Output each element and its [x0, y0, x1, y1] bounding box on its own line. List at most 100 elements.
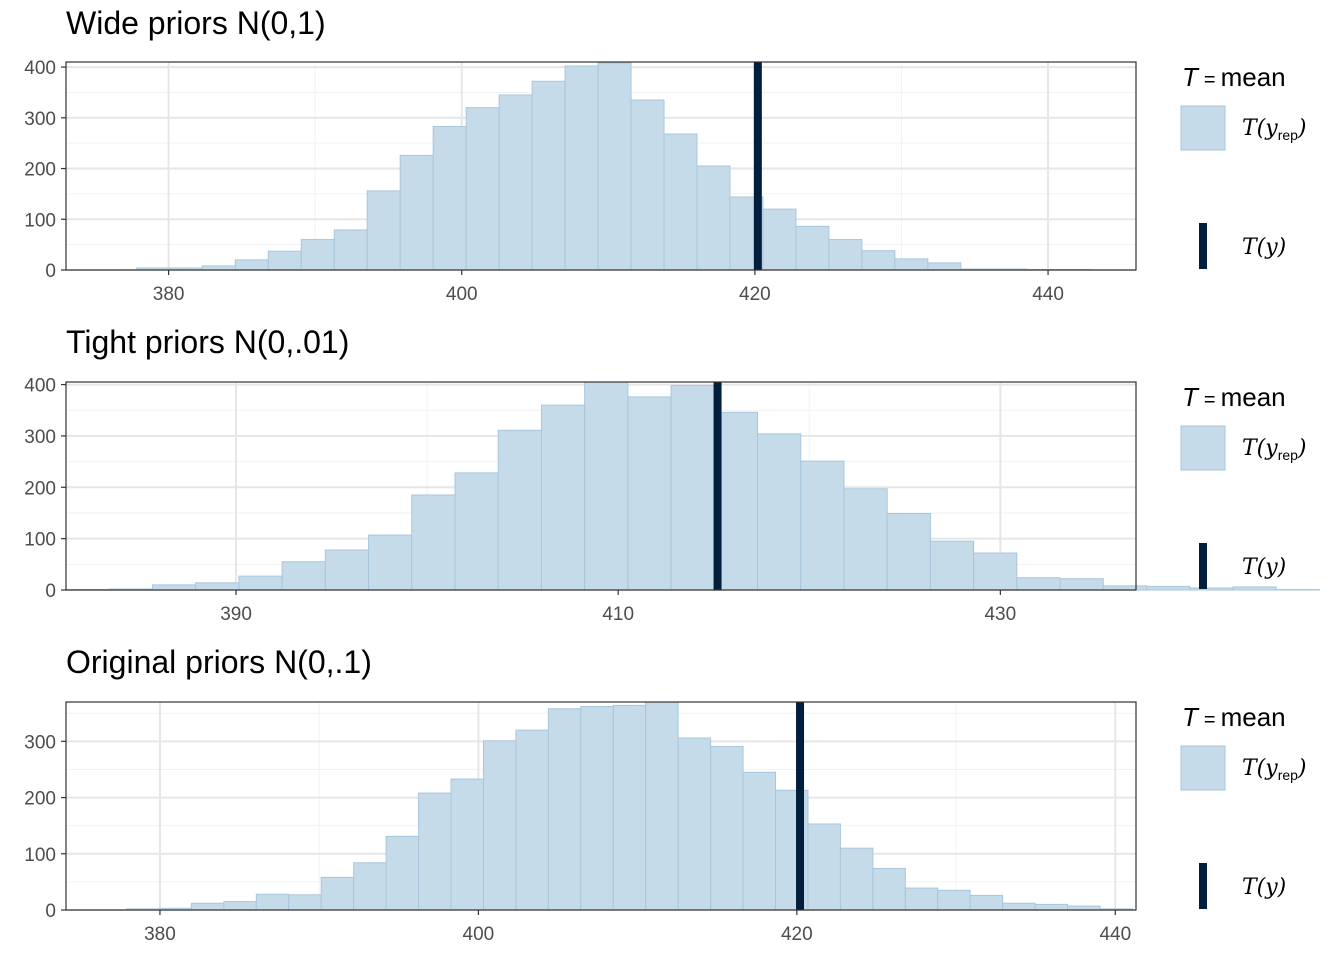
histogram-bar: [1059, 578, 1104, 591]
legend-label-y: T(y): [1242, 875, 1286, 900]
histogram-bar: [861, 250, 896, 271]
legend: T = mean T(yrep) T(y): [1180, 62, 1307, 269]
y-tick-label: 300: [24, 732, 56, 753]
histogram-bar: [1275, 588, 1320, 591]
histogram-bar: [663, 133, 698, 271]
y-tick-label: 100: [24, 845, 56, 866]
histogram-bar: [843, 488, 888, 591]
histogram-bar: [190, 902, 225, 911]
histogram-bar: [580, 705, 614, 911]
histogram-bar: [795, 225, 830, 271]
panel-title: Tight priors N(0,.01): [66, 324, 349, 360]
histogram-bar: [201, 265, 236, 271]
histogram-bar: [894, 258, 929, 271]
histogram-bars: [65, 381, 1320, 591]
histogram-bar: [927, 262, 962, 271]
legend-title: T = mean: [1182, 62, 1286, 92]
histogram-bar: [742, 771, 777, 911]
histogram-bar: [432, 125, 467, 271]
observed-stat-line: [796, 702, 805, 910]
histogram-bar: [872, 867, 906, 911]
histogram-bar: [839, 847, 874, 911]
histogram-bar: [1002, 902, 1036, 911]
histogram-bar: [677, 737, 712, 911]
histogram-bar: [418, 792, 452, 911]
x-tick-label: 400: [463, 924, 495, 945]
histogram-bar: [255, 893, 290, 911]
panel-title: Wide priors N(0,1): [66, 5, 326, 41]
histogram-bar: [366, 190, 401, 271]
histogram-bar: [195, 582, 240, 591]
histogram-bar: [411, 494, 456, 591]
y-tick-label: 0: [45, 901, 56, 922]
histogram-bar: [288, 894, 322, 911]
histogram-bar: [800, 460, 845, 591]
histogram-bar: [828, 239, 863, 271]
legend-key-y: [1199, 223, 1207, 269]
legend-key-yrep: [1180, 105, 1226, 151]
legend-label-y: T(y): [1242, 235, 1286, 260]
panel-1: Wide priors N(0,1) 380 400 420 440 0 100 200 300…: [24, 5, 1306, 305]
histogram-bar: [333, 229, 368, 271]
histogram-bar: [540, 404, 586, 591]
histogram-bar: [324, 549, 370, 591]
y-tick-label: 200: [24, 160, 56, 181]
x-tick-label: 430: [984, 604, 1016, 625]
histogram-bar: [696, 165, 731, 271]
histogram-bar: [151, 584, 197, 591]
histogram-bar: [929, 540, 975, 591]
histogram-bar: [937, 889, 971, 911]
x-tick-label: 440: [1099, 924, 1131, 945]
y-tick-label: 400: [24, 376, 56, 397]
histogram-bar: [482, 740, 517, 911]
histogram-bar: [807, 823, 841, 911]
panel-border: [65, 381, 1137, 591]
legend-label-yrep: T(yrep): [1242, 116, 1307, 143]
legend: T = mean T(yrep) T(y): [1180, 702, 1307, 909]
legend-title: T = mean: [1182, 382, 1286, 412]
histogram-bar: [1189, 587, 1234, 591]
histogram-bar: [645, 701, 679, 911]
histogram-bar: [710, 745, 744, 911]
histogram-bar: [547, 708, 582, 911]
histogram-bar: [757, 433, 802, 591]
legend-key-yrep: [1180, 745, 1226, 791]
histogram-bar: [281, 561, 326, 591]
histogram-bar: [353, 862, 387, 911]
panel-title: Original priors N(0,.1): [66, 644, 372, 680]
y-tick-label: 100: [24, 210, 56, 231]
legend-label-yrep: T(yrep): [1242, 436, 1307, 463]
histogram-bar: [670, 385, 715, 591]
histogram-bar: [300, 239, 335, 271]
y-tick-label: 200: [24, 478, 56, 499]
histogram-bar: [904, 887, 939, 911]
histogram-bar: [762, 208, 797, 271]
histogram-bar: [531, 80, 566, 271]
histogram-bar: [515, 729, 549, 911]
x-tick-label: 400: [446, 284, 478, 305]
legend-key-y: [1199, 863, 1207, 909]
panel-3: Original priors N(0,.1) 380 400 420 440 0 100 2…: [24, 644, 1306, 945]
histogram-bar: [399, 154, 434, 271]
y-tick-label: 100: [24, 530, 56, 551]
histogram-bar: [497, 429, 542, 591]
histogram-bar: [973, 552, 1018, 591]
histogram-bar: [1146, 585, 1191, 591]
histogram-bar: [1102, 585, 1148, 591]
observed-stat-line: [753, 62, 762, 270]
histogram-bar: [234, 259, 269, 271]
histogram-bar: [564, 65, 599, 271]
legend: T = mean T(yrep) T(y): [1180, 382, 1307, 589]
histogram-bar: [238, 575, 283, 591]
histogram-bar: [498, 94, 533, 271]
panel-border: [65, 61, 1137, 271]
x-tick-label: 380: [153, 284, 185, 305]
histogram-bars: [135, 62, 1094, 271]
histogram-bar: [1034, 903, 1069, 911]
x-tick-label: 420: [739, 284, 771, 305]
panel-2: Tight priors N(0,.01) 390 410 430 0 100 200 300…: [24, 324, 1320, 625]
histogram-bar: [1232, 586, 1277, 591]
histogram-bar: [450, 778, 484, 911]
x-tick-label: 390: [220, 604, 252, 625]
